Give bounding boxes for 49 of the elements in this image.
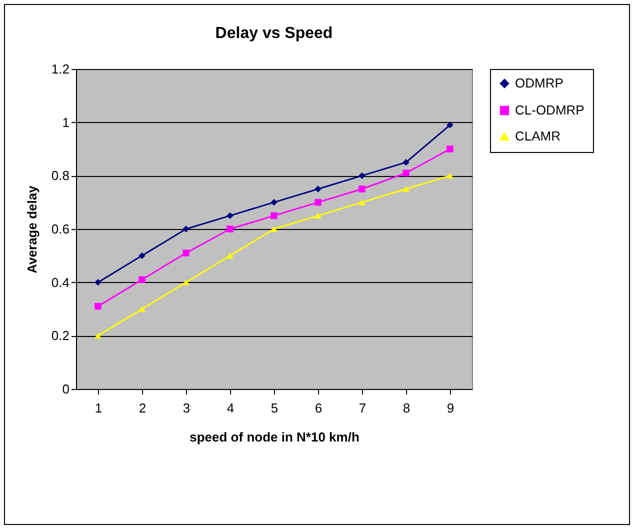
y-tick-label: 0.8 bbox=[51, 168, 70, 184]
point bbox=[314, 198, 322, 206]
x-tick-label: 6 bbox=[314, 400, 322, 416]
point bbox=[358, 199, 366, 206]
y-tick-label: 0.4 bbox=[51, 274, 70, 290]
point bbox=[402, 158, 410, 166]
legend-label: CL-ODMRP bbox=[515, 102, 584, 118]
point bbox=[270, 198, 278, 206]
point bbox=[270, 226, 278, 232]
point bbox=[182, 279, 190, 286]
point bbox=[138, 306, 146, 312]
y-axis-title: Average delay bbox=[24, 184, 40, 274]
x-tick-label: 4 bbox=[226, 400, 234, 416]
point bbox=[182, 250, 190, 256]
x-axis-title: speed of node in N*10 km/h bbox=[190, 430, 360, 444]
x-tick-label: 1 bbox=[94, 400, 102, 416]
y-tick-label: 0 bbox=[62, 382, 70, 396]
x-tick-label: 7 bbox=[358, 400, 366, 416]
point bbox=[446, 146, 454, 152]
point bbox=[402, 186, 410, 192]
point bbox=[446, 172, 454, 179]
point bbox=[138, 276, 146, 284]
point bbox=[226, 252, 234, 259]
point bbox=[314, 186, 322, 192]
x-tick-label: 3 bbox=[182, 400, 190, 416]
legend-label: ODMRP bbox=[515, 76, 564, 90]
point bbox=[402, 170, 410, 176]
point bbox=[270, 212, 278, 220]
point bbox=[94, 278, 102, 286]
y-tick-label: 0.2 bbox=[51, 328, 70, 344]
y-tick-label: 1 bbox=[62, 114, 70, 130]
point bbox=[94, 332, 102, 339]
point bbox=[314, 212, 322, 219]
point bbox=[226, 212, 234, 220]
x-tick-label: 9 bbox=[446, 400, 454, 416]
point bbox=[358, 186, 366, 192]
y-tick-label: 1.2 bbox=[51, 62, 70, 76]
point bbox=[226, 226, 234, 232]
point bbox=[138, 252, 146, 260]
legend-label: CLAMR bbox=[515, 128, 561, 144]
point bbox=[358, 172, 366, 180]
point bbox=[182, 226, 190, 232]
x-tick-label: 8 bbox=[402, 400, 410, 416]
x-tick-label: 2 bbox=[138, 400, 146, 416]
x-tick-label: 5 bbox=[270, 400, 278, 416]
point bbox=[446, 122, 454, 128]
chart-title: Delay vs Speed bbox=[215, 25, 333, 42]
y-tick-label: 0.6 bbox=[51, 222, 70, 236]
point bbox=[94, 302, 102, 310]
